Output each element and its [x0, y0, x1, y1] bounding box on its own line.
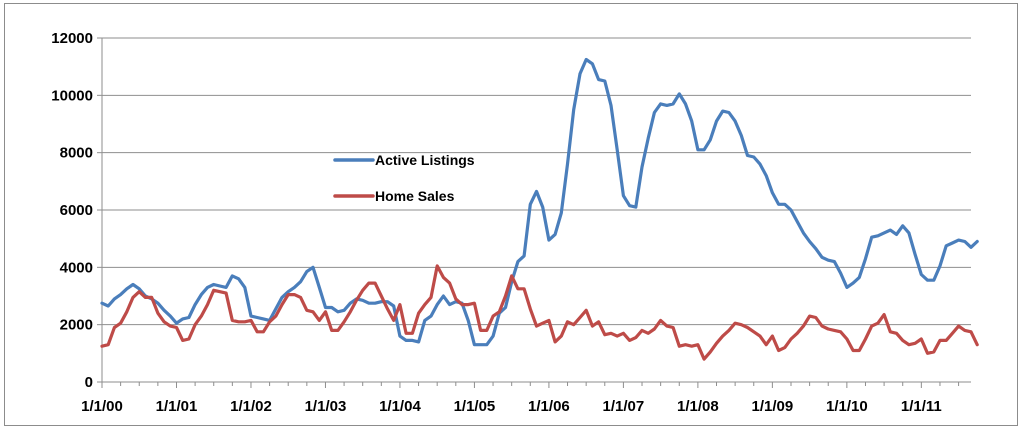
x-tick-label: 1/1/05 — [454, 398, 496, 415]
y-tick-label: 10000 — [51, 87, 93, 104]
x-tick-label: 1/1/01 — [156, 398, 198, 415]
x-tick-label: 1/1/04 — [379, 398, 421, 415]
x-tick-label: 1/1/06 — [528, 398, 570, 415]
series-lines — [100, 57, 979, 361]
series-line-home-sales — [100, 264, 979, 361]
legend-label-home-sales: Home Sales — [375, 188, 455, 204]
series-line-active-listings — [100, 57, 979, 347]
legend: Active Listings Home Sales — [333, 152, 475, 204]
chart-frame: 0 2000 4000 6000 8000 10000 12000 1/1/00 1/1/01 1… — [4, 3, 1018, 426]
line-chart: 0 2000 4000 6000 8000 10000 12000 1/1/00 1/1/01 1… — [51, 30, 979, 415]
x-tick-label: 1/1/07 — [603, 398, 645, 415]
y-tick-label: 8000 — [60, 145, 93, 162]
x-tick-label: 1/1/02 — [230, 398, 272, 415]
x-tick-label: 1/1/09 — [752, 398, 794, 415]
x-tick-label: 1/1/03 — [305, 398, 347, 415]
y-tick-label: 6000 — [60, 202, 93, 219]
x-tick-label: 1/1/08 — [677, 398, 719, 415]
y-tick-label: 4000 — [60, 259, 93, 276]
y-tick-label: 12000 — [51, 30, 93, 47]
gridlines — [102, 37, 971, 326]
y-tick-label: 2000 — [60, 317, 93, 334]
x-tick-label: 1/1/10 — [826, 398, 868, 415]
axes: 0 2000 4000 6000 8000 10000 12000 1/1/00 1/1/01 1… — [51, 30, 971, 415]
y-tick-label: 0 — [85, 374, 93, 391]
legend-label-active-listings: Active Listings — [375, 152, 475, 168]
x-tick-label: 1/1/00 — [81, 398, 123, 415]
x-tick-label: 1/1/11 — [901, 398, 942, 415]
